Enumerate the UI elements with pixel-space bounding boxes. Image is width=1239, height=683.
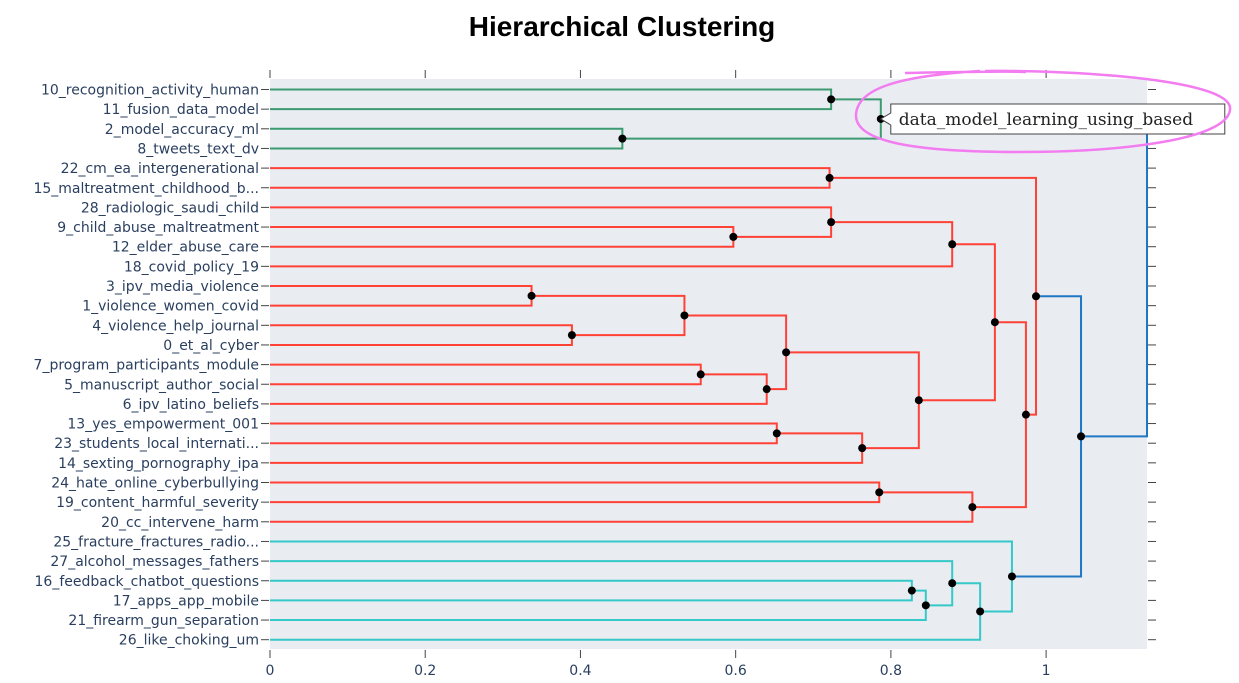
leaf-label: 1_violence_women_covid	[82, 299, 259, 315]
leaf-label: 20_cc_intervene_harm	[101, 515, 259, 531]
x-axis-labels: 0 0.2 0.4 0.6 0.8 1	[266, 663, 1051, 679]
merge-node-c3	[948, 579, 957, 588]
merge-node-g1	[827, 95, 836, 104]
merge-node-c1	[907, 586, 916, 595]
x-tick-label: 0.8	[880, 663, 902, 679]
leaf-label: 7_program_participants_module	[34, 358, 259, 374]
leaf-label: 25_fracture_fractures_radio...	[53, 534, 259, 550]
merge-node-r16	[968, 503, 977, 512]
merge-node-r11	[772, 429, 781, 438]
merge-nodes	[527, 95, 1086, 616]
merge-node-r2	[729, 232, 738, 241]
merge-node-r8	[696, 370, 705, 379]
leaf-label: 10_recognition_activity_human	[41, 83, 259, 99]
x-tick-label: 0.6	[725, 663, 747, 679]
leaf-label: 15_maltreatment_childhood_b...	[33, 181, 259, 197]
leaf-label: 23_students_local_internati...	[54, 436, 259, 452]
merge-node-b1	[1077, 432, 1086, 441]
merge-node-r5	[527, 291, 536, 300]
merge-node-r3	[827, 218, 836, 227]
leaf-labels: 10_recognition_activity_human 11_fusion_d…	[33, 83, 259, 649]
merge-node-c5	[1007, 572, 1016, 581]
x-tick-label: 0.2	[414, 663, 436, 679]
leaf-label: 9_child_abuse_maltreatment	[57, 220, 259, 236]
leaf-label: 27_alcohol_messages_fathers	[50, 554, 259, 570]
leaf-label: 2_model_accuracy_ml	[105, 122, 259, 138]
merge-node-r10	[782, 348, 791, 357]
leaf-label: 0_et_al_cyber	[163, 338, 259, 354]
leaf-label: 12_elder_abuse_care	[112, 240, 259, 256]
leaf-label: 24_hate_online_cyberbullying	[51, 476, 259, 492]
leaf-label: 11_fusion_data_model	[103, 102, 259, 118]
merge-node-r17	[1021, 410, 1030, 419]
merge-node-c4	[976, 607, 985, 616]
leaf-label: 13_yes_empowerment_001	[67, 417, 259, 433]
merge-node-r12	[858, 444, 867, 453]
tick-marks	[261, 70, 1156, 658]
merge-node-r18	[1032, 292, 1041, 301]
chart-title: Hierarchical Clustering	[469, 11, 776, 42]
leaf-label: 6_ipv_latino_beliefs	[123, 397, 259, 413]
leaf-label: 28_radiologic_saudi_child	[81, 200, 259, 216]
leaf-label: 8_tweets_text_dv	[137, 141, 259, 157]
x-tick-label: 1	[1042, 663, 1051, 679]
leaf-label: 18_covid_policy_19	[124, 259, 259, 275]
merge-node-r15	[875, 488, 884, 497]
leaf-label: 3_ipv_media_violence	[106, 279, 259, 295]
leaf-label: 5_manuscript_author_social	[64, 377, 259, 393]
leaf-label: 26_like_choking_um	[119, 633, 259, 649]
merge-node-r13	[914, 396, 923, 405]
leaf-label: 16_feedback_chatbot_questions	[35, 574, 260, 590]
leaf-label: 22_cm_ea_intergenerational	[61, 161, 259, 177]
merge-node-r6	[567, 331, 576, 340]
leaf-label: 14_sexting_pornography_ipa	[58, 456, 259, 472]
merge-node-r14	[990, 318, 999, 327]
merge-node-r7	[680, 311, 689, 320]
leaf-label: 17_apps_app_mobile	[113, 593, 259, 609]
leaf-label: 19_content_harmful_severity	[56, 495, 259, 511]
merge-node-g2	[618, 134, 627, 143]
leaf-label: 21_firearm_gun_separation	[68, 613, 259, 629]
merge-node-c2	[921, 601, 930, 610]
x-tick-label: 0	[266, 663, 275, 679]
merge-node-r1	[825, 173, 834, 182]
merge-node-r9	[762, 385, 771, 394]
tooltip-text: data_model_learning_using_based	[899, 110, 1193, 130]
x-tick-label: 0.4	[569, 663, 591, 679]
hover-tooltip: data_model_learning_using_based	[879, 103, 1226, 135]
leaf-label: 4_violence_help_journal	[92, 318, 259, 334]
highlight-annotation	[854, 69, 1232, 154]
merge-node-r4	[948, 240, 957, 249]
